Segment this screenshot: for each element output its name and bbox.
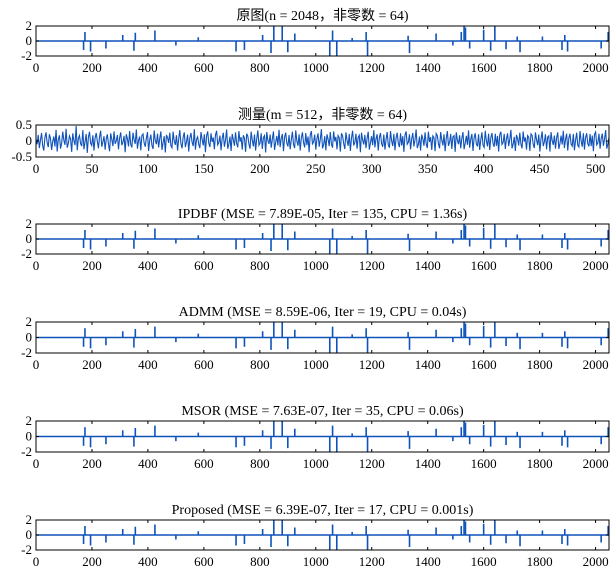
y-tick-label: -2 [21, 246, 32, 261]
x-tick-label: 200 [82, 554, 102, 569]
y-tick-label: 0 [26, 133, 33, 148]
x-tick-label: 300 [362, 161, 382, 176]
x-tick-label: 0 [33, 357, 40, 372]
x-tick-label: 1000 [303, 456, 329, 471]
y-tick-label: -2 [21, 345, 32, 360]
x-tick-label: 2000 [583, 554, 609, 569]
x-tick-label: 200 [82, 258, 102, 273]
x-tick-label: 1000 [303, 357, 329, 372]
x-tick-label: 350 [418, 161, 438, 176]
x-tick-label: 800 [250, 60, 270, 75]
x-tick-label: 400 [474, 161, 494, 176]
panel-2: 测量(m = 512，非零数 = 64) 0 50 100 150 200 250 300 35… [11, 107, 610, 176]
x-tick-label: 1800 [527, 456, 553, 471]
x-tick-label: 1200 [359, 258, 385, 273]
x-tick-label: 1200 [359, 554, 385, 569]
x-tick-label: 200 [82, 60, 102, 75]
x-tick-label: 500 [586, 161, 606, 176]
panel-title: 测量(m = 512，非零数 = 64) [238, 107, 407, 123]
x-tick-label: 1000 [303, 258, 329, 273]
x-tick-label: 2000 [583, 456, 609, 471]
x-tick-label: 1200 [359, 456, 385, 471]
x-tick-label: 1200 [359, 60, 385, 75]
x-tick-label: 1200 [359, 357, 385, 372]
y-tick-label: 0 [26, 527, 33, 542]
x-tick-label: 200 [82, 456, 102, 471]
x-tick-label: 1400 [415, 60, 441, 75]
y-tick-label: 0 [26, 429, 33, 444]
y-tick-label: -2 [21, 48, 32, 63]
x-tick-label: 600 [194, 60, 214, 75]
panel-6: Proposed (MSE = 6.39E-07, Iter = 17, CPU… [21, 503, 610, 569]
y-tick-label: -2 [21, 444, 32, 459]
x-tick-label: 1400 [415, 456, 441, 471]
x-tick-label: 1600 [471, 456, 497, 471]
panel-1: 原图(n = 2048，非零数 = 64) 0 200 400 600 800 1000 12… [21, 8, 610, 75]
x-tick-label: 0 [33, 60, 40, 75]
panel-title: Proposed (MSE = 6.39E-07, Iter = 17, CPU… [172, 503, 474, 518]
x-tick-label: 600 [194, 554, 214, 569]
x-tick-label: 1400 [415, 258, 441, 273]
x-tick-label: 1400 [415, 554, 441, 569]
panel-title: 原图(n = 2048，非零数 = 64) [236, 8, 408, 24]
x-tick-label: 50 [85, 161, 98, 176]
x-tick-label: 800 [250, 456, 270, 471]
y-tick-label: 2 [26, 314, 33, 329]
x-tick-label: 400 [138, 554, 158, 569]
x-tick-label: 0 [33, 554, 40, 569]
x-tick-label: 1600 [471, 357, 497, 372]
x-tick-label: 800 [250, 357, 270, 372]
panel-title: MSOR (MSE = 7.63E-07, Iter = 35, CPU = 0… [181, 404, 464, 419]
panel-title: IPDBF (MSE = 7.89E-05, Iter = 135, CPU =… [178, 207, 468, 222]
x-tick-label: 1000 [303, 60, 329, 75]
x-tick-label: 1600 [471, 258, 497, 273]
y-tick-label: 2 [26, 512, 33, 527]
y-tick-label: 2 [26, 413, 33, 428]
x-tick-label: 400 [138, 60, 158, 75]
x-tick-label: 600 [194, 357, 214, 372]
x-tick-label: 1800 [527, 357, 553, 372]
x-tick-label: 2000 [583, 258, 609, 273]
panel-title: ADMM (MSE = 8.59E-06, Iter = 19, CPU = 0… [179, 305, 467, 320]
series-line [35, 125, 610, 153]
y-tick-label: -2 [21, 542, 32, 557]
panel-4: ADMM (MSE = 8.59E-06, Iter = 19, CPU = 0… [21, 305, 610, 372]
x-tick-label: 200 [82, 357, 102, 372]
x-tick-label: 1800 [527, 258, 553, 273]
y-tick-label: 0 [26, 330, 33, 345]
x-tick-label: 1600 [471, 60, 497, 75]
x-tick-label: 800 [250, 258, 270, 273]
x-tick-label: 600 [194, 456, 214, 471]
x-tick-label: 1400 [415, 357, 441, 372]
panel-3: IPDBF (MSE = 7.89E-05, Iter = 135, CPU =… [21, 207, 610, 273]
x-tick-label: 400 [138, 456, 158, 471]
x-tick-label: 1000 [303, 554, 329, 569]
y-tick-label: 2 [26, 216, 33, 231]
x-tick-label: 600 [194, 258, 214, 273]
x-tick-label: 1600 [471, 554, 497, 569]
y-tick-label: 0 [26, 231, 33, 246]
x-tick-label: 2000 [583, 60, 609, 75]
x-tick-label: 450 [530, 161, 550, 176]
x-tick-label: 100 [138, 161, 158, 176]
x-tick-label: 0 [33, 258, 40, 273]
y-tick-label: 0.5 [16, 117, 32, 132]
x-tick-label: 2000 [583, 357, 609, 372]
x-tick-label: 0 [33, 161, 40, 176]
x-tick-label: 1800 [527, 554, 553, 569]
x-tick-label: 250 [306, 161, 326, 176]
x-tick-label: 800 [250, 554, 270, 569]
y-tick-label: 0 [26, 33, 33, 48]
x-tick-label: 400 [138, 357, 158, 372]
x-tick-label: 150 [194, 161, 214, 176]
y-tick-label: 2 [26, 18, 33, 33]
y-tick-label: -0.5 [11, 149, 32, 164]
x-tick-label: 200 [250, 161, 270, 176]
x-tick-label: 1800 [527, 60, 553, 75]
x-tick-label: 0 [33, 456, 40, 471]
x-tick-label: 400 [138, 258, 158, 273]
panel-5: MSOR (MSE = 7.63E-07, Iter = 35, CPU = 0… [21, 404, 610, 471]
